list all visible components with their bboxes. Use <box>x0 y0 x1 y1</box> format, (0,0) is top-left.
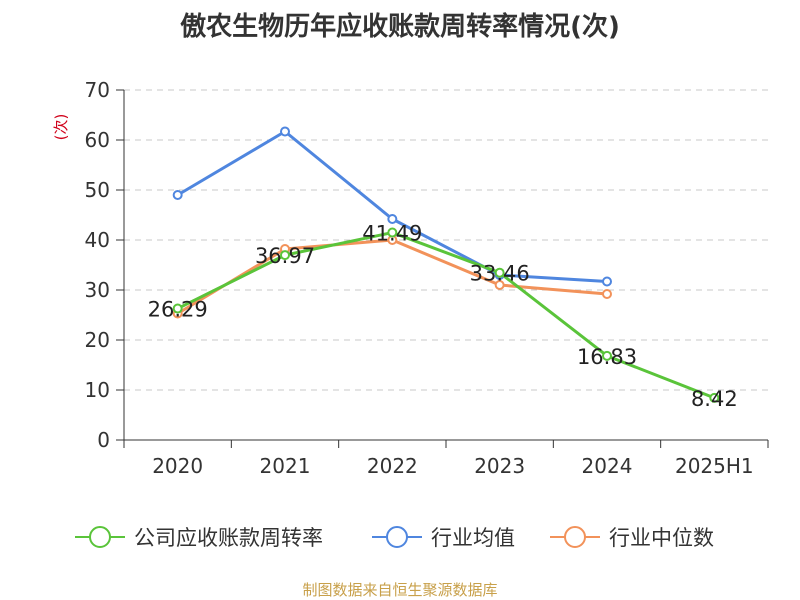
legend-item[interactable]: 行业中位数 <box>550 526 714 550</box>
x-axis-ticks: 2020 2021 2022 2023 2024 2025H1 <box>123 440 769 478</box>
y-tick-label: 60 <box>85 128 110 152</box>
y-tick-label: 50 <box>85 178 110 202</box>
data-point[interactable] <box>387 227 398 238</box>
series-lines <box>172 126 720 403</box>
legend-marker <box>386 526 408 548</box>
legend-item[interactable]: 公司应收账款周转率 <box>75 526 323 550</box>
grid-lines <box>124 89 768 391</box>
chart-title: 傲农生物历年应收账款周转率情况(次) <box>180 12 620 42</box>
legend-item[interactable]: 行业均值 <box>372 526 515 550</box>
data-point[interactable] <box>709 392 720 403</box>
y-tick-label: 0 <box>97 428 110 452</box>
legend-label: 行业均值 <box>431 526 515 550</box>
y-tick-label: 40 <box>85 228 110 252</box>
legend-marker <box>89 526 111 548</box>
y-tick-label: 10 <box>85 378 110 402</box>
data-label: 16.83 <box>577 345 637 369</box>
series-line <box>176 231 715 400</box>
series-1 <box>172 126 612 287</box>
data-point[interactable] <box>494 267 505 278</box>
data-label: 26.29 <box>148 298 208 322</box>
data-point[interactable] <box>602 276 612 287</box>
data-label: 33.46 <box>470 262 530 286</box>
data-point[interactable] <box>280 126 290 137</box>
y-axis-label: (次) <box>52 114 70 141</box>
x-tick-label: 2022 <box>367 454 418 478</box>
series-2 <box>172 235 612 319</box>
x-tick-label: 2020 <box>152 454 203 478</box>
data-labels: 26.29 36.97 41.49 33.46 16.83 8.42 <box>148 222 738 411</box>
data-point[interactable] <box>602 289 612 299</box>
data-point[interactable] <box>280 250 290 261</box>
x-tick-label: 2023 <box>474 454 525 478</box>
data-point[interactable] <box>172 190 183 200</box>
series-line <box>176 130 608 283</box>
y-tick-label: 20 <box>85 328 110 352</box>
legend-label: 公司应收账款周转率 <box>134 526 323 550</box>
y-axis-ticks: 0 10 20 30 40 50 60 70 <box>85 78 124 452</box>
data-point[interactable] <box>602 350 612 361</box>
series-0 <box>172 227 720 403</box>
legend: 公司应收账款周转率 行业均值 行业中位数 <box>75 526 714 550</box>
data-point[interactable] <box>494 280 505 290</box>
legend-marker <box>564 526 586 548</box>
x-tick-label: 2025H1 <box>675 454 754 478</box>
axes <box>123 90 768 441</box>
data-label: 36.97 <box>255 244 315 268</box>
data-point[interactable] <box>387 214 398 224</box>
data-point[interactable] <box>172 303 183 314</box>
data-source-note: 制图数据来自恒生聚源数据库 <box>302 581 498 599</box>
y-tick-label: 30 <box>85 278 110 302</box>
x-tick-label: 2021 <box>260 454 311 478</box>
data-label: 8.42 <box>691 387 738 411</box>
x-tick-label: 2024 <box>582 454 633 478</box>
data-label: 41.49 <box>362 222 422 246</box>
y-tick-label: 70 <box>85 78 110 102</box>
legend-label: 行业中位数 <box>609 526 714 550</box>
